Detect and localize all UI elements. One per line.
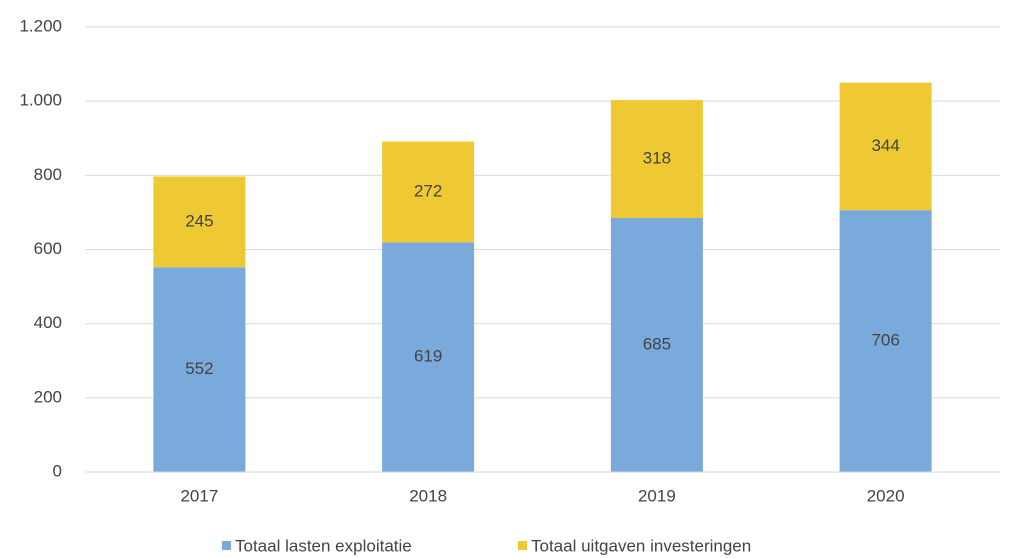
bar-segment xyxy=(839,210,932,473)
data-label: 344 xyxy=(871,136,899,155)
data-label: 318 xyxy=(643,149,671,168)
bar-segment xyxy=(610,217,703,472)
bar-segment xyxy=(153,267,246,472)
y-tick-label: 200 xyxy=(34,387,62,406)
legend-label: Totaal uitgaven investeringen xyxy=(531,536,751,555)
y-tick-label: 600 xyxy=(34,239,62,258)
bar-segment xyxy=(153,176,246,268)
y-tick-label: 0 xyxy=(53,461,62,480)
data-label: 245 xyxy=(185,211,213,230)
x-tick-label: 2017 xyxy=(180,486,218,505)
bar-segment xyxy=(839,82,932,211)
x-tick-label: 2020 xyxy=(867,486,905,505)
data-label: 619 xyxy=(414,347,442,366)
bar-segment xyxy=(610,100,703,218)
y-tick-label: 800 xyxy=(34,165,62,184)
legend-label: Totaal lasten exploitatie xyxy=(235,536,412,555)
y-tick-label: 1.000 xyxy=(19,91,62,110)
y-tick-label: 400 xyxy=(34,313,62,332)
bar-segment xyxy=(382,242,475,472)
x-tick-label: 2019 xyxy=(638,486,676,505)
data-label: 685 xyxy=(643,334,671,353)
legend-swatch xyxy=(222,541,231,550)
bar-segment xyxy=(382,141,475,243)
data-label: 706 xyxy=(871,331,899,350)
data-label: 272 xyxy=(414,182,442,201)
y-tick-label: 1.200 xyxy=(19,16,62,35)
data-label: 552 xyxy=(185,359,213,378)
legend-swatch xyxy=(518,541,527,550)
x-tick-label: 2018 xyxy=(409,486,447,505)
